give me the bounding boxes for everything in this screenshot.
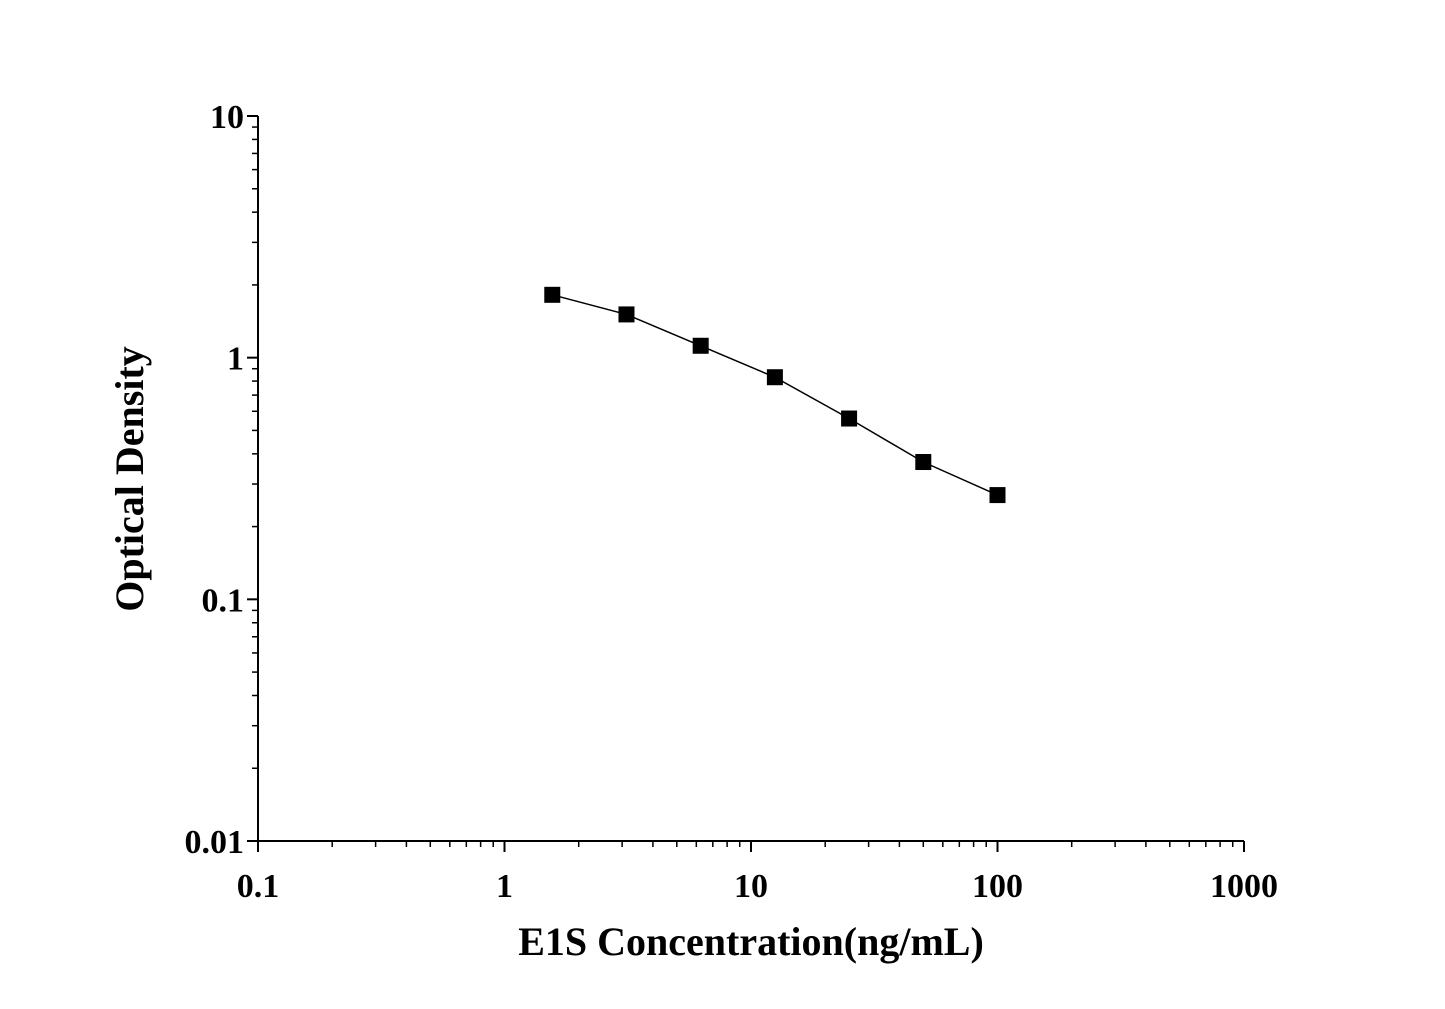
marker — [841, 410, 858, 427]
y-tick-label: 0.01 — [185, 824, 245, 861]
marker — [766, 369, 783, 386]
x-tick-label: 1 — [496, 868, 513, 905]
marker — [618, 306, 635, 323]
marker — [989, 487, 1006, 504]
y-tick-label: 1 — [227, 341, 244, 378]
x-tick-label: 1000 — [1210, 868, 1278, 905]
y-tick-label: 0.1 — [202, 582, 245, 619]
x-axis-title: E1S Concentration(ng/mL) — [518, 919, 984, 964]
marker — [692, 337, 709, 354]
y-tick-label: 10 — [210, 99, 244, 136]
marker — [544, 286, 561, 303]
y-axis-title: Optical Density — [107, 346, 152, 612]
x-tick-label: 100 — [972, 868, 1023, 905]
marker — [915, 454, 932, 471]
x-tick-label: 10 — [734, 868, 768, 905]
x-tick-label: 0.1 — [237, 868, 280, 905]
